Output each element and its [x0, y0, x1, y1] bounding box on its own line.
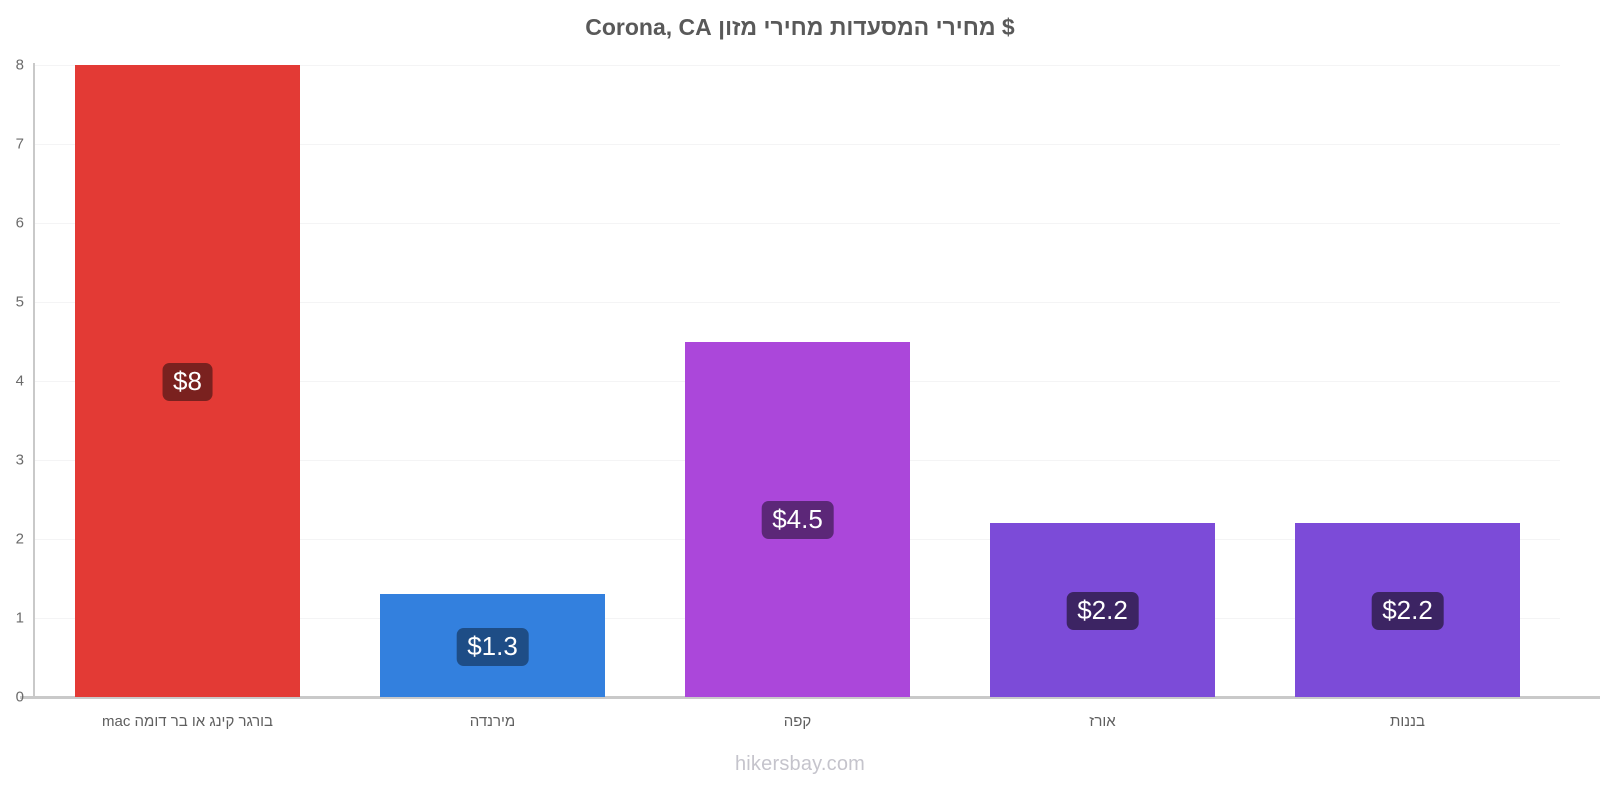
y-axis-tick-label: 3 [15, 451, 24, 469]
x-axis-line [20, 696, 1600, 699]
gridline [35, 302, 1560, 303]
gridline [35, 65, 1560, 66]
y-axis-tick-label: 5 [15, 293, 24, 311]
footer-watermark: hikersbay.com [734, 753, 866, 775]
x-axis-category-label: מירנדה [469, 713, 516, 730]
bar[interactable]: $2.2 [990, 523, 1215, 697]
x-axis-category-label: אורז [1089, 713, 1116, 730]
y-axis-tick-label: 2 [15, 530, 24, 548]
bar[interactable]: $1.3 [380, 594, 605, 697]
bar-value-label: $2.2 [1371, 592, 1444, 631]
bar-value-label: $2.2 [1066, 592, 1139, 631]
bar-value-label: $4.5 [761, 501, 834, 540]
gridline [35, 144, 1560, 145]
y-axis-tick-label: 7 [15, 135, 24, 153]
chart-title: $ מחירי המסעדות מחירי מזון Corona, CA [585, 14, 1015, 40]
y-axis-line [33, 63, 35, 699]
y-axis-tick-label: 8 [15, 56, 24, 74]
y-axis-tick-label: 0 [15, 688, 24, 706]
bar[interactable]: $4.5 [685, 341, 910, 697]
x-axis-category-label: קפה [783, 713, 812, 730]
bar-value-label: $1.3 [456, 627, 529, 666]
bar[interactable]: $8 [75, 65, 300, 697]
plot-area: $8 $1.3 $4.5 $2.2 $2.2 [35, 65, 1560, 697]
y-axis-tick-label: 6 [15, 214, 24, 232]
bar[interactable]: $2.2 [1295, 523, 1520, 697]
y-axis-tick-label: 4 [15, 372, 24, 390]
x-axis-category-label: בננות [1390, 713, 1425, 730]
gridline [35, 223, 1560, 224]
y-axis-tick-label: 1 [15, 609, 24, 627]
x-axis-category-label: בורגר קינג או בר דומה mac [102, 713, 273, 730]
bar-value-label: $8 [162, 363, 213, 401]
